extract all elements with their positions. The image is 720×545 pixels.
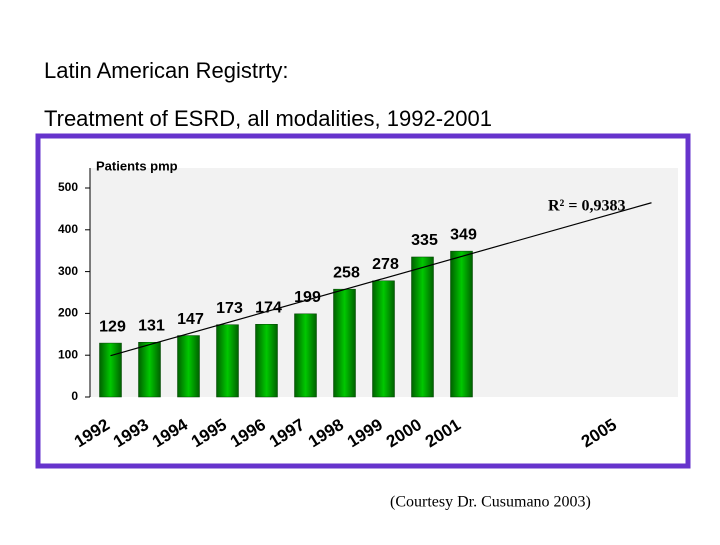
annotation: R² = 0,9383 [548, 198, 625, 215]
bar [411, 256, 434, 398]
y-label: Patients pmp [96, 158, 178, 173]
value-label: 174 [255, 299, 282, 316]
y-tick-label: 300 [58, 264, 78, 278]
value-label: 278 [372, 256, 399, 273]
bar [294, 313, 317, 398]
value-label: 349 [450, 226, 477, 243]
bar [177, 335, 200, 398]
bar [333, 288, 356, 398]
trendline [110, 202, 652, 357]
value-label: 131 [138, 317, 165, 334]
subtitle: Treatment of ESRD, all modalities, 1992-… [44, 106, 492, 131]
value-label: 335 [411, 232, 438, 249]
value-label: 147 [177, 311, 204, 328]
bar [372, 280, 395, 398]
y-tick-label: 0 [71, 389, 78, 403]
footer: (Courtesy Dr. Cusumano 2003) [390, 494, 591, 511]
bar [138, 341, 161, 398]
value-label: 258 [333, 264, 360, 281]
bar [216, 324, 239, 398]
bar [255, 324, 278, 398]
value-label: 129 [99, 318, 126, 335]
bar [450, 250, 473, 398]
y-tick-label: 400 [58, 222, 78, 236]
y-tick-label: 500 [58, 180, 78, 194]
y-tick-label: 200 [58, 306, 78, 320]
title: Latin American Registrty: [44, 58, 289, 83]
bar [99, 342, 122, 398]
value-label: 173 [216, 300, 243, 317]
y-tick-label: 100 [58, 347, 78, 361]
